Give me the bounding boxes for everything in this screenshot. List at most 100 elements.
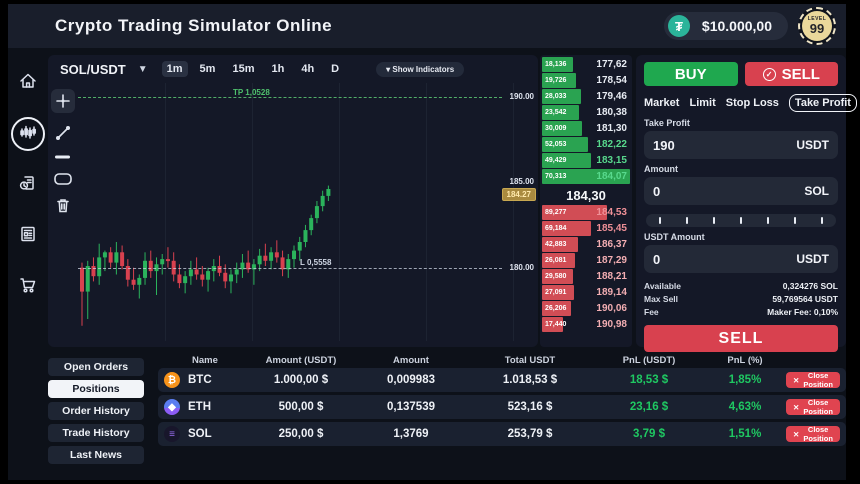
amount-input[interactable] <box>653 183 805 199</box>
timeframe-D[interactable]: D <box>331 63 340 75</box>
sell-button[interactable]: ✓ SELL <box>744 62 838 86</box>
sidebar-item-order-history[interactable] <box>11 168 45 202</box>
orderbook-row[interactable]: 26,081 187,29 <box>542 253 630 268</box>
max-sell-label: Max Sell <box>644 293 679 304</box>
balance-display: ₮ $10.000,00 <box>663 12 788 40</box>
top-bar: Crypto Trading Simulator Online ₮ $10.00… <box>8 4 846 48</box>
order-tab-market[interactable]: Market <box>644 97 680 109</box>
cell-pnl-usdt: 3,79 $ <box>633 428 665 440</box>
timeframe-1m[interactable]: 1m <box>161 61 188 77</box>
trash-icon[interactable] <box>55 197 71 214</box>
cart-icon <box>18 275 38 300</box>
cell-amount-usdt: 500,00 $ <box>278 401 324 413</box>
usdt-amount-field[interactable]: USDT <box>644 245 838 273</box>
take-profit-label: Take Profit <box>644 118 690 128</box>
positions-panel: Open Orders Positions Order History Trade H… <box>48 352 846 478</box>
chevron-down-icon[interactable]: ▼ <box>137 63 148 75</box>
buy-button[interactable]: BUY <box>644 62 738 86</box>
balance-value: $10.000,00 <box>701 18 772 34</box>
fee-value: Maker Fee: 0,10% <box>767 306 838 317</box>
cell-amount: 0,137539 <box>387 401 435 413</box>
take-profit-field[interactable]: USDT <box>644 131 838 159</box>
orderbook-row[interactable]: 27,091 189,14 <box>542 285 630 300</box>
amount-field[interactable]: SOL <box>644 177 838 205</box>
take-profit-input[interactable] <box>653 137 797 153</box>
order-tab-stop-loss[interactable]: Stop Loss <box>725 97 779 109</box>
bottom-tab-trade-history[interactable]: Trade History <box>48 424 144 442</box>
orderbook-row[interactable]: 23,542 180,38 <box>542 105 630 120</box>
orderbook-row[interactable]: 30,009 181,30 <box>542 121 630 136</box>
orderbook-row[interactable]: 49,429 183,15 <box>542 153 630 168</box>
orderbook-row[interactable]: 69,184 185,45 <box>542 221 630 236</box>
entry-line[interactable] <box>78 268 502 269</box>
timeframe-4h[interactable]: 4h <box>301 63 315 75</box>
close-position-button[interactable]: ✕ Close Position <box>786 371 840 389</box>
coin-ticker: BTC <box>188 374 212 386</box>
trendline-tool[interactable] <box>54 124 72 142</box>
entry-line-label: L 0,5558 <box>300 258 332 267</box>
column-header: Amount <box>393 354 429 366</box>
timeframe-1h[interactable]: 1h <box>271 63 285 75</box>
usdt-amount-input[interactable] <box>653 251 797 267</box>
amount-label: Amount <box>644 164 678 174</box>
orderbook-row[interactable]: 52,053 182,22 <box>542 137 630 152</box>
sidebar-item-home[interactable] <box>11 66 45 100</box>
take-profit-line[interactable] <box>78 97 502 98</box>
cell-pnl-usdt: 18,53 $ <box>629 374 669 386</box>
current-price-badge: 184.27 <box>501 188 536 201</box>
fee-label: Fee <box>644 306 659 317</box>
show-indicators-button[interactable]: ▾ Show Indicators <box>376 61 465 77</box>
bottom-tab-order-history[interactable]: Order History <box>48 402 144 420</box>
order-tab-take-profit[interactable]: Take Profit <box>788 94 857 112</box>
sidebar-item-shop[interactable] <box>11 270 45 304</box>
bottom-tab-open-orders[interactable]: Open Orders <box>48 358 144 376</box>
rectangle-tool[interactable] <box>53 172 73 186</box>
bottom-tab-positions[interactable]: Positions <box>48 380 144 398</box>
orderbook-row[interactable]: 70,313 184,07 <box>542 169 630 184</box>
close-icon: ✕ <box>793 429 800 439</box>
table-header-row: Name Amount (USDT) Amount Total USDT PnL (US… <box>158 352 846 368</box>
orderbook-row[interactable]: 18,136 177,62 <box>542 57 630 72</box>
check-circle-icon: ✓ <box>762 67 776 81</box>
max-sell-value: 59,769564 USDT <box>772 293 838 304</box>
orderbook-row[interactable]: 89,277 184,53 <box>542 205 630 220</box>
timeframe-5m[interactable]: 5m <box>199 63 216 75</box>
sell-submit-button[interactable]: SELL <box>644 325 838 353</box>
bottom-tab-last-news[interactable]: Last News <box>48 446 144 464</box>
orderbook-row[interactable]: 17,440 190,98 <box>542 317 630 332</box>
tether-icon: ₮ <box>667 15 690 37</box>
pair-selector[interactable]: SOL/USDT <box>60 61 126 77</box>
home-icon <box>18 71 38 96</box>
orderbook-row[interactable]: 28,033 179,46 <box>542 89 630 104</box>
cell-total-usdt: 1.018,53 $ <box>502 374 558 386</box>
cell-amount-usdt: 250,00 $ <box>278 428 324 440</box>
sidebar-item-trading[interactable] <box>11 117 45 151</box>
close-position-button[interactable]: ✕ Close Position <box>786 398 840 416</box>
orderbook-row[interactable]: 42,883 186,37 <box>542 237 630 252</box>
candlestick-chart[interactable]: TP 1,0528 190.00 185.00 184.27 L 0,5558 … <box>78 83 538 341</box>
document-clock-icon <box>18 173 38 198</box>
available-value: 0,324276 SOL <box>782 281 838 291</box>
cell-amount-usdt: 1.000,00 $ <box>273 374 329 386</box>
crosshair-tool[interactable] <box>51 89 75 113</box>
close-position-button[interactable]: ✕ Close Position <box>786 425 840 443</box>
orderbook-row[interactable]: 26,206 190,06 <box>542 301 630 316</box>
sidebar-item-news[interactable] <box>11 219 45 253</box>
price-label-185: 185.00 <box>509 177 534 186</box>
orderbook-row[interactable]: 29,580 188,21 <box>542 269 630 284</box>
newspaper-icon <box>18 224 38 249</box>
orderbook-row[interactable]: 19,726 178,54 <box>542 73 630 88</box>
amount-unit: SOL <box>804 184 829 198</box>
usdt-amount-unit: USDT <box>796 252 829 266</box>
timeframe-group: 1m 5m 15m 1h 4h D <box>161 61 344 77</box>
amount-slider[interactable] <box>646 214 836 227</box>
eth-icon: ◆ <box>164 399 180 415</box>
timeframe-15m[interactable]: 15m <box>232 63 255 75</box>
column-header: Name <box>192 354 218 366</box>
coin-ticker: ETH <box>188 401 211 413</box>
order-book: 18,136 177,62 19,726 178,54 28,033 179,46 23,5… <box>540 55 632 347</box>
level-badge: LEVEL 99 <box>798 7 836 45</box>
horizontal-line-tool[interactable] <box>54 153 72 161</box>
order-tab-limit[interactable]: Limit <box>689 97 716 109</box>
column-header: Total USDT <box>504 354 556 366</box>
